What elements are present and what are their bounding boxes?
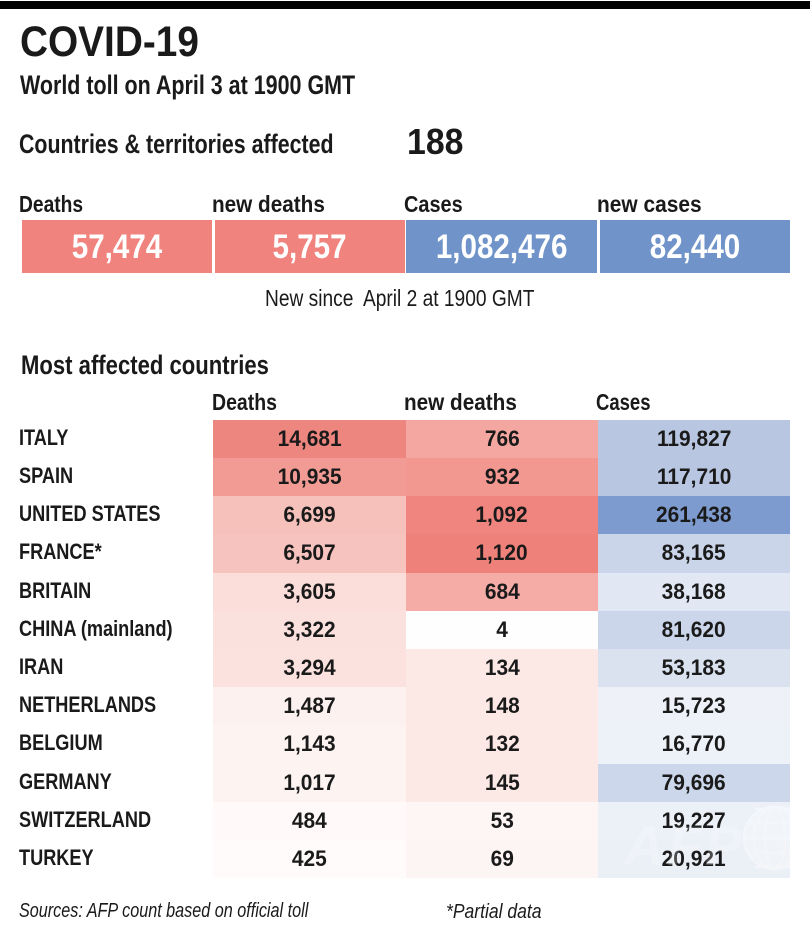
svg-text:AFP: AFP <box>622 814 745 877</box>
